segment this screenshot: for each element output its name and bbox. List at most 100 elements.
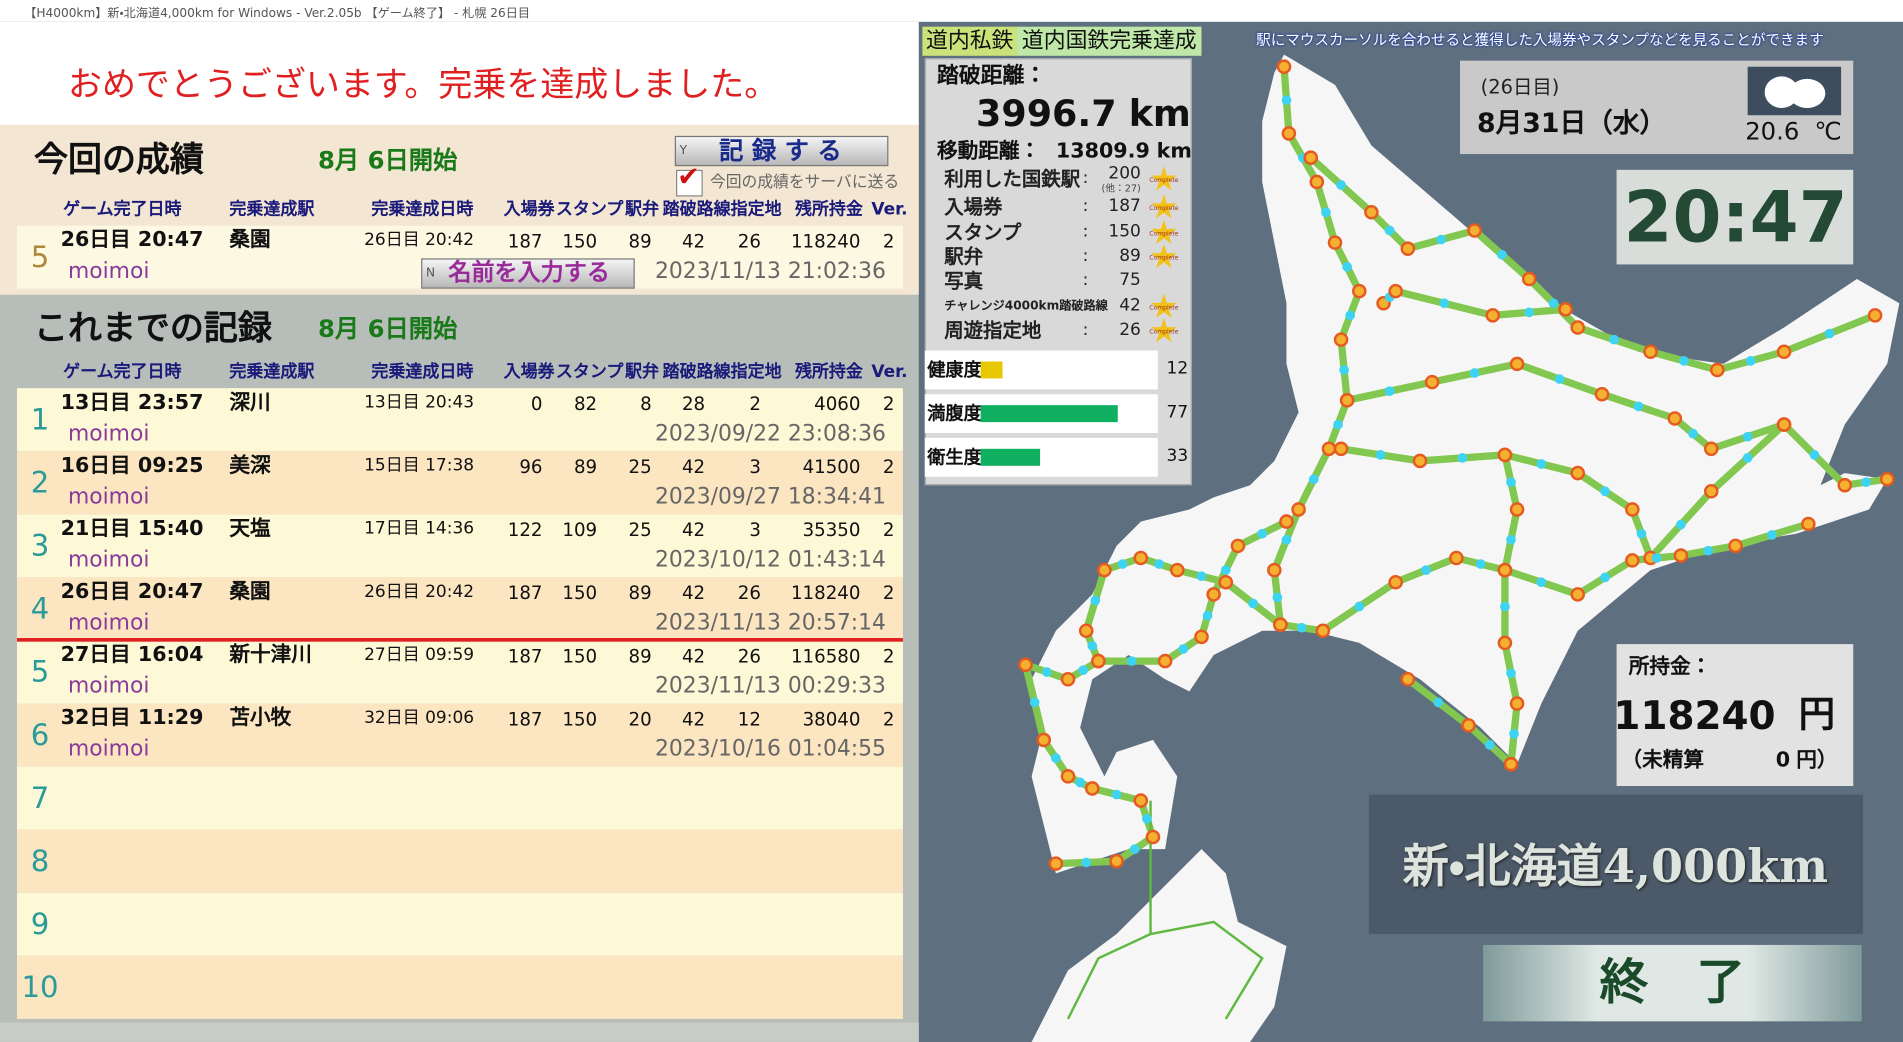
count-value: 26 (1119, 320, 1141, 340)
count-label: 利用した国鉄駅 (944, 167, 1081, 191)
gauge-value: 33 (1166, 446, 1189, 467)
station (1097, 562, 1112, 578)
station (1506, 477, 1516, 488)
station (1218, 574, 1234, 590)
cell-ver: 2 (882, 581, 895, 604)
station (1676, 519, 1686, 530)
record-row (16, 766, 903, 830)
station (1867, 308, 1883, 323)
count-label: 入場券 (944, 195, 1003, 219)
count-value: 150 (1108, 222, 1141, 242)
station (1133, 550, 1149, 566)
station (1060, 672, 1076, 687)
cell-stamps: 150 (562, 644, 598, 667)
station (1296, 622, 1307, 633)
station (1703, 545, 1714, 556)
rank: 2 (30, 466, 50, 500)
cell-money: 116580 (790, 644, 861, 667)
cell-routes: 42 (681, 581, 706, 604)
cell-ekiben: 89 (628, 644, 652, 667)
cell-finished: 26日目 20:47 (60, 228, 204, 253)
cell-ver: 2 (882, 455, 895, 478)
station (1570, 320, 1586, 335)
cell-ver: 2 (882, 518, 895, 541)
separator: : (1082, 222, 1089, 242)
record-row (16, 703, 903, 767)
temperature: 20.6 (1745, 116, 1800, 146)
station (1078, 665, 1089, 676)
exit-label[interactable]: 終 了 (1599, 954, 1746, 1011)
station (1667, 411, 1683, 426)
station (1354, 601, 1365, 612)
cell-station: 桑園 (229, 579, 271, 605)
cell-finished: 13日目 23:57 (60, 390, 204, 415)
title-bar (0, 0, 1903, 22)
column-header: 入場券 (503, 362, 555, 383)
count-label: チャレンジ4000km踏破路線 (944, 299, 1108, 313)
station (1048, 856, 1064, 871)
station (1636, 528, 1647, 539)
count-label: スタンプ (944, 220, 1022, 244)
station (1342, 262, 1353, 272)
column-header: 踏破路線 (662, 362, 731, 383)
cell-station: 美深 (229, 453, 271, 479)
station (1060, 769, 1076, 784)
exit-button[interactable] (1483, 944, 1862, 1022)
weather-icon (1747, 66, 1842, 116)
cell-tickets: 0 (530, 392, 543, 415)
station (1475, 559, 1486, 569)
cell-ekiben: 25 (628, 518, 652, 541)
station (1861, 477, 1871, 488)
separator: : (1082, 168, 1089, 189)
station (1333, 419, 1343, 430)
station (1600, 572, 1610, 583)
temperature-unit: ℃ (1814, 116, 1842, 146)
record-button[interactable] (674, 135, 889, 167)
cell-station: 新十津川 (229, 643, 312, 668)
station (1327, 235, 1343, 250)
station (1333, 441, 1349, 457)
time: 20:47 (1623, 176, 1848, 259)
station (1679, 356, 1689, 366)
station (1521, 271, 1537, 287)
cell-achieved: 26日目 20:42 (364, 230, 475, 251)
station (1339, 365, 1349, 375)
cell-ekiben: 89 (628, 229, 652, 252)
station (1703, 483, 1719, 499)
station (1600, 486, 1610, 497)
cell-money: 118240 (790, 229, 861, 252)
station (1703, 441, 1719, 457)
rank: 6 (30, 718, 50, 753)
station (1536, 577, 1547, 588)
cell-tickets: 187 (507, 707, 543, 730)
record-button-label: 記 録 す る (719, 135, 842, 165)
station (1202, 610, 1213, 621)
column-header: 完乗達成日時 (371, 362, 474, 383)
station (1439, 298, 1450, 309)
cell-station: 桑園 (229, 228, 271, 253)
count-value: 89 (1119, 246, 1141, 266)
cell-tickets: 187 (507, 229, 543, 252)
name-button[interactable] (421, 258, 635, 289)
cell-station: 深川 (229, 390, 271, 415)
checkbox[interactable] (676, 169, 703, 197)
station (1433, 697, 1444, 708)
cell-money: 41500 (802, 455, 861, 478)
station (1837, 477, 1853, 493)
station (1388, 283, 1403, 299)
station (1339, 393, 1355, 408)
column-header: 指定地 (730, 200, 782, 220)
cell-finished: 32日目 11:29 (60, 706, 204, 731)
column-header: ゲーム完了日時 (63, 362, 182, 383)
rank: 8 (30, 844, 50, 879)
station (1336, 180, 1346, 190)
player-name: moimoi (67, 610, 150, 637)
cell-ver: 2 (882, 392, 895, 415)
start-date: 8月 6日開始 (317, 314, 458, 344)
player-name: moimoi (67, 736, 150, 763)
travel-unit: km (1156, 139, 1192, 164)
station (1467, 223, 1482, 238)
station (1548, 298, 1559, 309)
station (1248, 598, 1258, 609)
column-header: 入場券 (503, 200, 555, 220)
